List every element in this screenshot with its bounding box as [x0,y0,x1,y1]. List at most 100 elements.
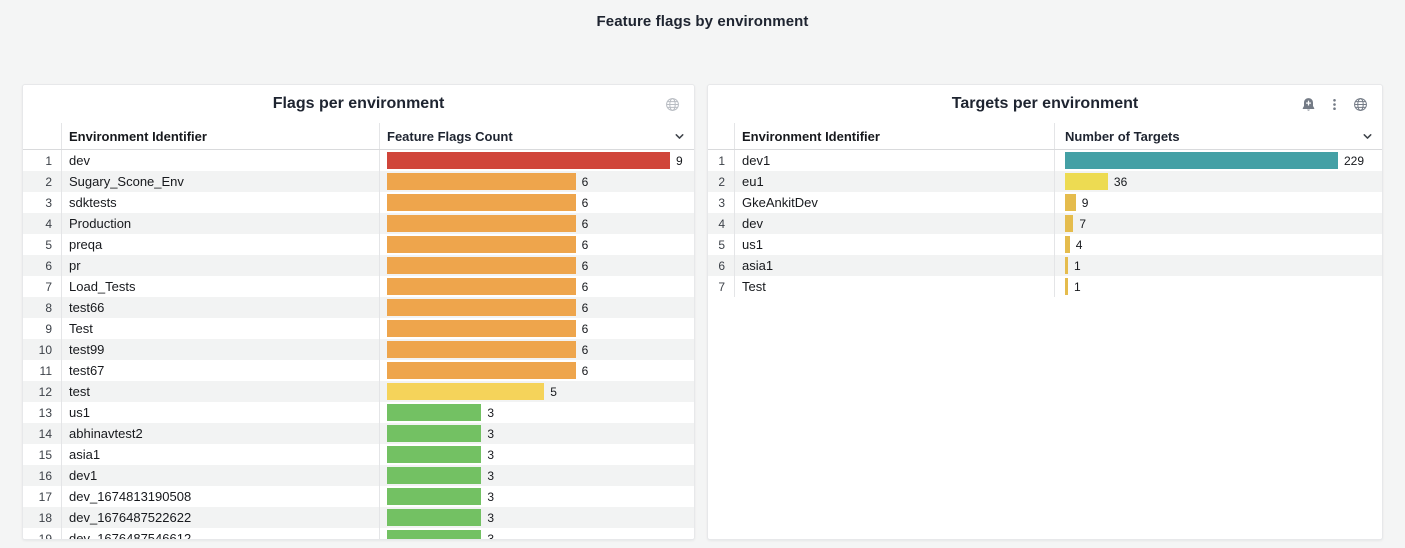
bar-track: 36 [1065,173,1338,190]
environment-name: sdktests [61,192,379,213]
environment-name: eu1 [734,171,1054,192]
environment-name: dev [61,150,379,171]
table-row: 5 us1 4 [708,234,1382,255]
bar [387,173,576,190]
row-number: 15 [38,447,52,462]
bar [1065,152,1338,169]
bar-gauge-cell: 4 [1054,234,1382,255]
table-body: 1 dev 9 2 Sugary_Scone_Env 6 3 sdktests 6 4 Produc… [23,150,694,539]
bar [387,467,482,484]
bar-gauge-cell: 6 [379,276,694,297]
row-number: 5 [718,237,725,252]
chevron-down-icon[interactable] [673,130,686,143]
bar-value: 3 [487,489,495,504]
table-row: 4 dev 7 [708,213,1382,234]
bar-gauge-cell: 6 [379,297,694,318]
bar [1065,194,1076,211]
bar-gauge-cell: 3 [379,423,694,444]
bar-value: 6 [581,195,589,210]
bar-value: 4 [1075,237,1083,252]
bar-value: 3 [487,531,495,540]
bar-track: 6 [387,257,670,274]
bar [387,446,482,463]
row-number: 7 [45,279,52,294]
bar-value: 3 [487,405,495,420]
environment-name: test [61,381,379,402]
bar-track: 3 [387,446,670,463]
table-header: Environment Identifier Feature Flags Cou… [23,123,694,150]
bar-track: 7 [1065,215,1338,232]
bar [387,320,576,337]
panel-header-icons [665,85,680,123]
bar-value: 6 [581,363,589,378]
panel-targets-per-environment: Targets per environment Enviro [707,84,1383,540]
bar-gauge-cell: 6 [379,234,694,255]
globe-icon[interactable] [1353,97,1368,112]
bar-track: 229 [1065,152,1364,169]
bar-track: 6 [387,236,670,253]
bar-value: 6 [581,237,589,252]
bar [387,194,576,211]
environment-name: dev_1674813190508 [61,486,379,507]
row-number-header [23,123,61,149]
panel-title[interactable]: Targets per environment [951,95,1139,112]
table-row: 5 preqa 6 [23,234,694,255]
environment-name: dev_1676487546612 [61,528,379,539]
column-header-environment[interactable]: Environment Identifier [61,123,379,149]
row-number: 14 [38,426,52,441]
environment-name: Test [61,318,379,339]
bar-track: 6 [387,341,670,358]
bar-gauge-cell: 6 [379,171,694,192]
bar-value: 1 [1074,258,1081,273]
table-row: 12 test 5 [23,381,694,402]
row-number: 19 [38,531,52,540]
panel-title[interactable]: Flags per environment [272,95,445,112]
bar-track: 3 [387,530,670,539]
bar-track: 1 [1065,257,1338,274]
bar [387,278,576,295]
table-header: Environment Identifier Number of Targets [708,123,1382,150]
bar-gauge-cell: 7 [1054,213,1382,234]
row-number: 4 [718,216,725,231]
row-number: 2 [45,174,52,189]
bell-plus-icon[interactable] [1301,97,1316,112]
row-number: 2 [718,174,725,189]
column-header-environment[interactable]: Environment Identifier [734,123,1054,149]
environment-name: dev [734,213,1054,234]
row-number: 16 [38,468,52,483]
bar-track: 6 [387,299,670,316]
bar-track: 4 [1065,236,1338,253]
globe-icon[interactable] [665,97,680,112]
row-number: 1 [45,153,52,168]
bar-value: 3 [487,426,495,441]
bar [387,362,576,379]
bar-track: 6 [387,320,670,337]
table-row: 14 abhinavtest2 3 [23,423,694,444]
kebab-menu-icon[interactable] [1327,97,1342,112]
environment-name: Load_Tests [61,276,379,297]
chevron-down-icon[interactable] [1361,130,1374,143]
bar-track: 6 [387,278,670,295]
table-row: 1 dev1 229 [708,150,1382,171]
table-row: 6 pr 6 [23,255,694,276]
table-row: 15 asia1 3 [23,444,694,465]
bar-value: 7 [1079,216,1087,231]
table-row: 2 Sugary_Scone_Env 6 [23,171,694,192]
bar-value: 36 [1113,174,1128,189]
row-number: 1 [718,153,725,168]
row-number: 5 [45,237,52,252]
bar [387,509,482,526]
bar [387,299,576,316]
column-header-value-label: Feature Flags Count [387,128,513,144]
column-header-value[interactable]: Number of Targets [1054,123,1382,149]
panel-header-icons [1301,85,1368,123]
bar-value: 3 [487,468,495,483]
table-row: 10 test99 6 [23,339,694,360]
bar-gauge-cell: 3 [379,507,694,528]
bar-gauge-cell: 6 [379,192,694,213]
column-header-value[interactable]: Feature Flags Count [379,123,694,149]
bar-gauge-cell: 3 [379,402,694,423]
dashboard-title: Feature flags by environment [596,13,809,30]
bar-value: 6 [581,300,589,315]
